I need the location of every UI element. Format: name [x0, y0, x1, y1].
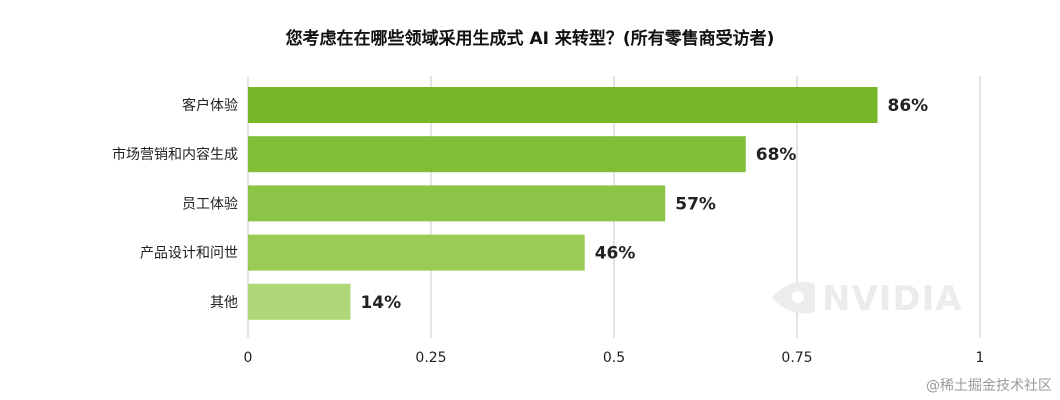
x-tick-label: 0.75 — [781, 350, 812, 366]
bar — [248, 185, 666, 222]
value-labels: 86% 68% 57% 46% 14% — [360, 96, 928, 313]
value-label: 57% — [675, 194, 716, 214]
category-label: 其他 — [210, 295, 238, 311]
nvidia-watermark: NVIDIA — [772, 279, 963, 319]
bar — [248, 87, 878, 123]
x-axis-ticks: 0 0.25 0.5 0.75 1 — [244, 350, 985, 366]
value-label: 46% — [595, 244, 636, 264]
site-watermark: @稀土掘金技术社区 — [926, 378, 1052, 394]
x-tick-label: 0.5 — [603, 350, 625, 366]
x-tick-label: 1 — [976, 350, 985, 366]
value-label: 68% — [756, 145, 797, 165]
bar — [248, 283, 351, 320]
category-label: 产品设计和问世 — [140, 246, 238, 262]
category-label: 员工体验 — [182, 196, 238, 212]
category-label: 客户体验 — [182, 97, 238, 114]
nvidia-eye-logo-icon — [772, 281, 815, 314]
bar — [248, 136, 746, 173]
bar — [248, 234, 585, 271]
nvidia-watermark-text: NVIDIA — [822, 279, 963, 319]
x-tick-label: 0.25 — [415, 350, 446, 366]
bars — [248, 87, 878, 320]
category-label: 市场营销和内容生成 — [112, 146, 238, 163]
value-label: 86% — [888, 96, 929, 116]
x-tick-label: 0 — [244, 350, 253, 366]
value-label: 14% — [360, 293, 401, 313]
chart-title: 您考虑在在哪些领域采用生成式 AI 来转型？(所有零售商受访者) — [286, 28, 775, 49]
